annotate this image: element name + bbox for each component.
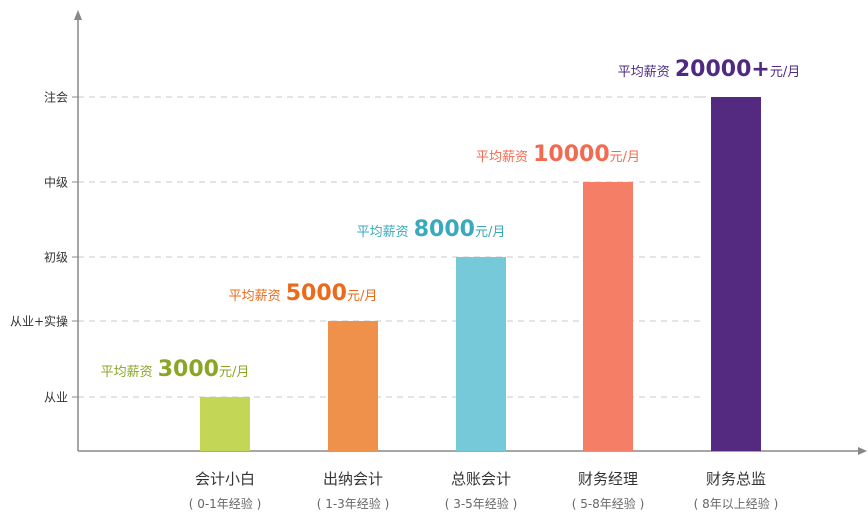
x-category-label: 出纳会计 ( 1-3年经验 ) <box>317 468 390 512</box>
salary-label: 平均薪资 10000元/月 <box>476 144 640 166</box>
salary-prefix: 平均薪资 <box>617 65 670 80</box>
category-name: 财务经理 <box>577 470 638 488</box>
salary-value: 3000 <box>157 357 219 382</box>
bar <box>200 397 250 451</box>
bar <box>328 321 378 451</box>
category-experience: ( 5-8年经验 ) <box>571 497 645 511</box>
y-tick-label: 从业+实操 <box>9 314 68 329</box>
salary-label: 平均薪资 8000元/月 <box>357 219 506 241</box>
salary-unit: 元/月 <box>769 65 801 80</box>
salary-prefix: 平均薪资 <box>100 365 153 380</box>
salary-unit: 元/月 <box>609 150 641 165</box>
x-category-label: 会计小白 ( 0-1年经验 ) <box>189 468 262 512</box>
salary-label: 平均薪资 3000元/月 <box>101 359 250 381</box>
salary-label: 平均薪资 20000+元/月 <box>618 59 800 81</box>
category-name: 总账会计 <box>450 470 511 488</box>
category-name: 财务总监 <box>705 470 767 488</box>
salary-prefix: 平均薪资 <box>475 150 528 165</box>
salary-value: 20000+ <box>674 57 770 82</box>
bar <box>583 182 633 451</box>
category-experience: ( 3-5年经验 ) <box>444 497 518 511</box>
x-category-label: 总账会计 ( 3-5年经验 ) <box>445 468 518 512</box>
category-experience: ( 1-3年经验 ) <box>316 497 390 511</box>
x-axis-arrow <box>858 447 867 455</box>
salary-label: 平均薪资 5000元/月 <box>229 283 378 305</box>
category-name: 出纳会计 <box>322 470 383 488</box>
y-axis-arrow <box>74 10 82 20</box>
y-tick-label: 从业 <box>43 390 68 405</box>
salary-value: 5000 <box>285 281 347 306</box>
salary-value: 10000 <box>533 142 610 167</box>
bar <box>456 257 506 451</box>
bar <box>711 97 761 451</box>
y-tick-label: 注会 <box>43 90 68 105</box>
x-category-label: 财务经理 ( 5-8年经验 ) <box>572 468 645 512</box>
salary-value: 8000 <box>413 217 475 242</box>
salary-prefix: 平均薪资 <box>356 225 409 240</box>
y-tick-label: 中级 <box>43 175 68 190</box>
salary-unit: 元/月 <box>218 365 250 380</box>
salary-unit: 元/月 <box>346 289 378 304</box>
category-experience: ( 0-1年经验 ) <box>188 497 262 511</box>
y-tick-label: 初级 <box>43 250 68 265</box>
x-category-label: 财务总监 ( 8年以上经验 ) <box>694 468 779 512</box>
salary-unit: 元/月 <box>474 225 506 240</box>
category-name: 会计小白 <box>194 470 255 488</box>
salary-prefix: 平均薪资 <box>228 289 281 304</box>
category-experience: ( 8年以上经验 ) <box>693 497 779 511</box>
